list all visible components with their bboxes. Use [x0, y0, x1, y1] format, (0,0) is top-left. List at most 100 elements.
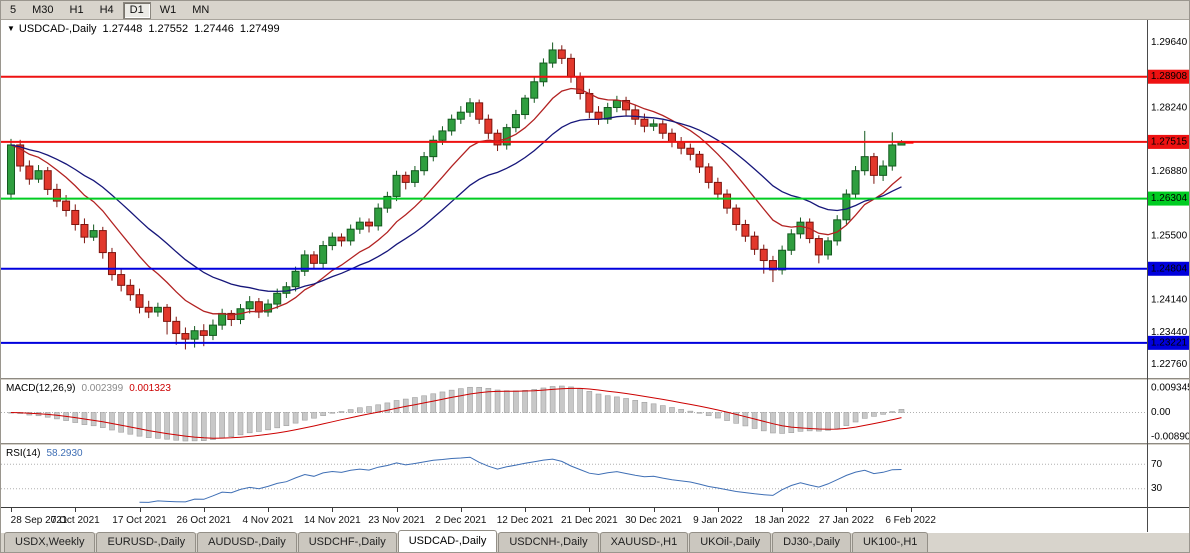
time-axis[interactable]: 28 Sep 2021 7 Oct 2021 17 Oct 2021 26 Oct 2…: [1, 507, 1189, 532]
macd-signal-value: 0.001323: [129, 383, 171, 394]
timeframe-button-5[interactable]: 5: [10, 3, 17, 16]
ohlc-close: 1.27499: [239, 23, 280, 35]
price-badge: [1148, 134, 1189, 149]
date-label: 12 Dec 2021: [496, 515, 554, 526]
ohlc-low: 1.27446: [194, 23, 234, 35]
svg-text:1.24140: 1.24140: [1151, 294, 1188, 305]
main-price-chart[interactable]: 1.29640 1.28240 1.26880 1.25500 1.24140 1.234…: [1, 20, 1190, 378]
candles: [7, 42, 906, 350]
timeframe-button-h1[interactable]: H1: [69, 3, 84, 16]
date-label: 9 Jan 2022: [693, 515, 743, 526]
date-label: 21 Dec 2021: [560, 515, 618, 526]
svg-text:-0.00890: -0.00890: [1151, 432, 1190, 443]
macd-indicator-panel[interactable]: 0.009345 0.00 -0.00890: [1, 381, 1190, 443]
price-badge: [1148, 191, 1189, 206]
date-label: 2 Dec 2021: [435, 515, 487, 526]
chart-title: ▼ USDCAD-,Daily 1.27448 1.27552 1.27446 1.274…: [7, 23, 280, 35]
tab-ukoil-daily[interactable]: UKOil-,Daily: [689, 532, 772, 552]
rsi-value: 58.2930: [46, 448, 83, 459]
svg-text:1.24804: 1.24804: [1151, 263, 1188, 274]
svg-text:1.28908: 1.28908: [1151, 71, 1188, 82]
tab-usdcnh-daily[interactable]: USDCNH-,Daily: [498, 532, 599, 552]
rsi-level-lines: 70 30: [1, 459, 1163, 494]
svg-text:1.23221: 1.23221: [1151, 337, 1188, 348]
tab-usdchf-daily[interactable]: USDCHF-,Daily: [297, 532, 397, 552]
date-label: 26 Oct 2021: [176, 515, 231, 526]
time-tick: [332, 508, 334, 512]
price-badge: [1148, 261, 1189, 276]
date-label: 30 Dec 2021: [625, 515, 682, 526]
tab-audusd-daily[interactable]: AUDUSD-,Daily: [197, 532, 297, 552]
tab-xauusd-h1[interactable]: XAUUSD-,H1: [599, 532, 689, 552]
chart-menu-arrow-icon[interactable]: ▼: [7, 24, 15, 33]
svg-text:0.00: 0.00: [1151, 407, 1171, 418]
time-tick: [525, 508, 527, 512]
time-tick: [139, 508, 141, 512]
time-tick: [75, 508, 77, 512]
tab-dj30-daily[interactable]: DJ30-,Daily: [772, 532, 851, 552]
time-tick: [11, 508, 12, 512]
date-label: 23 Nov 2021: [368, 515, 425, 526]
time-tick: [268, 508, 270, 512]
tab-eurusd-daily[interactable]: EURUSD-,Daily: [96, 532, 197, 552]
timeframe-button-w1[interactable]: W1: [159, 3, 177, 16]
rsi-label: RSI(14) 58.2930: [6, 448, 83, 459]
macd-name: MACD(12,26,9): [6, 383, 76, 394]
svg-text:1.26304: 1.26304: [1151, 193, 1188, 204]
ohlc-open: 1.27448: [102, 23, 143, 35]
svg-text:1.26880: 1.26880: [1151, 166, 1188, 177]
tab-usdx-weekly[interactable]: USDX,Weekly: [4, 532, 96, 552]
svg-text:1.23440: 1.23440: [1151, 327, 1188, 338]
svg-text:1.27515: 1.27515: [1151, 136, 1188, 147]
time-tick: [782, 508, 784, 512]
rsi-line: [139, 456, 902, 503]
svg-text:1.29640: 1.29640: [1151, 37, 1188, 48]
date-label: 14 Nov 2021: [303, 515, 361, 526]
tab-uk100-h1[interactable]: UK100-,H1: [851, 532, 929, 552]
date-label: 27 Jan 2022: [818, 515, 874, 526]
time-tick: [717, 508, 719, 512]
timeframe-button-m30[interactable]: M30: [32, 3, 54, 16]
time-tick: [653, 508, 655, 512]
date-label: 4 Nov 2021: [242, 515, 294, 526]
panel-separator-rsi[interactable]: [1, 443, 1189, 446]
rsi-indicator-panel[interactable]: 70 30: [1, 446, 1190, 507]
svg-text:30: 30: [1151, 483, 1163, 494]
time-tick: [846, 508, 848, 512]
horizontal-level-lines[interactable]: [1, 75, 1147, 344]
time-tick: [396, 508, 398, 512]
rsi-name: RSI(14): [6, 448, 41, 459]
date-label: 18 Jan 2022: [754, 515, 810, 526]
time-tick: [203, 508, 205, 512]
panel-separator-macd[interactable]: [1, 378, 1189, 381]
date-label: 7 Oct 2021: [50, 515, 100, 526]
timeframe-button-d1[interactable]: D1: [122, 1, 151, 19]
date-label: 6 Feb 2022: [885, 515, 936, 526]
macd-signal-line: [10, 387, 902, 439]
tab-usdcad-daily[interactable]: USDCAD-,Daily: [397, 530, 498, 552]
ma-fast-line: [10, 87, 902, 316]
svg-text:1.28240: 1.28240: [1151, 102, 1188, 113]
time-tick: [589, 508, 591, 512]
time-tick: [910, 508, 912, 512]
price-scale-divider: [1147, 20, 1148, 532]
price-badge: [1148, 335, 1189, 350]
macd-axis: 0.009345 0.00 -0.00890: [1151, 383, 1190, 443]
macd-label: MACD(12,26,9) 0.002399 0.001323: [6, 383, 171, 394]
time-tick: [460, 508, 462, 512]
svg-text:1.22760: 1.22760: [1151, 359, 1188, 370]
chart-tabs-bar: USDX,Weekly EURUSD-,Daily AUDUSD-,Daily USD…: [1, 530, 1189, 552]
date-label: 17 Oct 2021: [112, 515, 167, 526]
svg-text:70: 70: [1151, 459, 1163, 470]
price-badge: [1148, 69, 1189, 84]
timeframe-button-h4[interactable]: H4: [99, 3, 114, 16]
chart-symbol-period: USDCAD-,Daily: [18, 23, 97, 35]
date-label: 28 Sep 2021: [10, 515, 68, 526]
timeframe-button-mn[interactable]: MN: [192, 3, 210, 16]
svg-text:1.25500: 1.25500: [1151, 231, 1188, 242]
timeframe-toolbar: 5 M30 H1 H4 D1 W1 MN: [1, 1, 1189, 20]
price-axis: 1.29640 1.28240 1.26880 1.25500 1.24140 1.234…: [1148, 37, 1189, 370]
ohlc-high: 1.27552: [148, 23, 189, 35]
macd-histogram: [8, 385, 905, 442]
